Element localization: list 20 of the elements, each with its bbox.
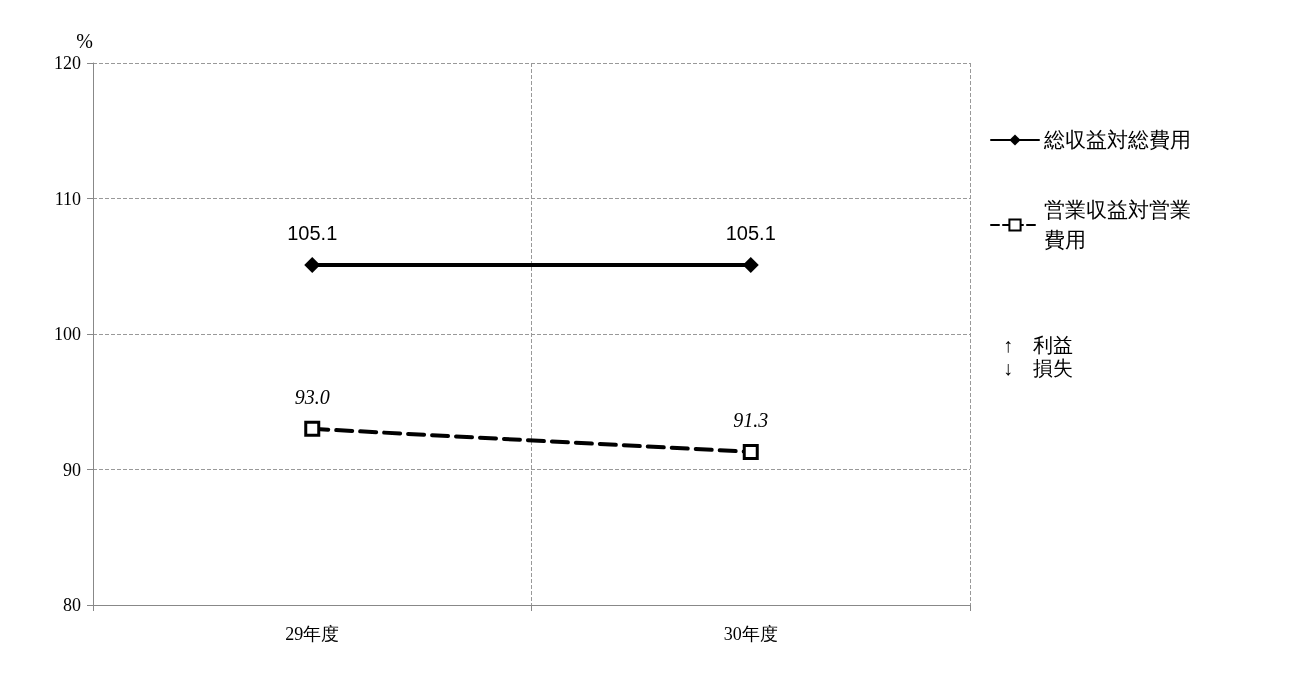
point [742, 443, 759, 460]
point [304, 256, 321, 273]
data-label: 91.3 [733, 408, 769, 431]
legend-label: 営業収益対営業費用 [1044, 198, 1191, 252]
y-axis-title: % [76, 30, 93, 52]
y-tick-label: 90 [63, 459, 81, 480]
point [304, 420, 321, 437]
data-label: 105.1 [725, 221, 776, 244]
y-tick-label: 110 [54, 188, 81, 209]
point [742, 256, 759, 273]
y-tick-label: 80 [63, 595, 81, 615]
y-tick-label: 100 [54, 324, 81, 344]
data-label: 105.1 [287, 221, 338, 244]
data-label: 93.0 [294, 385, 330, 408]
text: ↑ 利益 [1003, 334, 1073, 356]
x-tick-label: 29年度 [285, 624, 340, 644]
x-tick-label: 30年度 [723, 624, 778, 644]
y-tick-label: 120 [54, 53, 81, 73]
legend-label: 総収益対総費用 [1043, 128, 1191, 152]
text: ↓ 損失 [1003, 357, 1073, 379]
